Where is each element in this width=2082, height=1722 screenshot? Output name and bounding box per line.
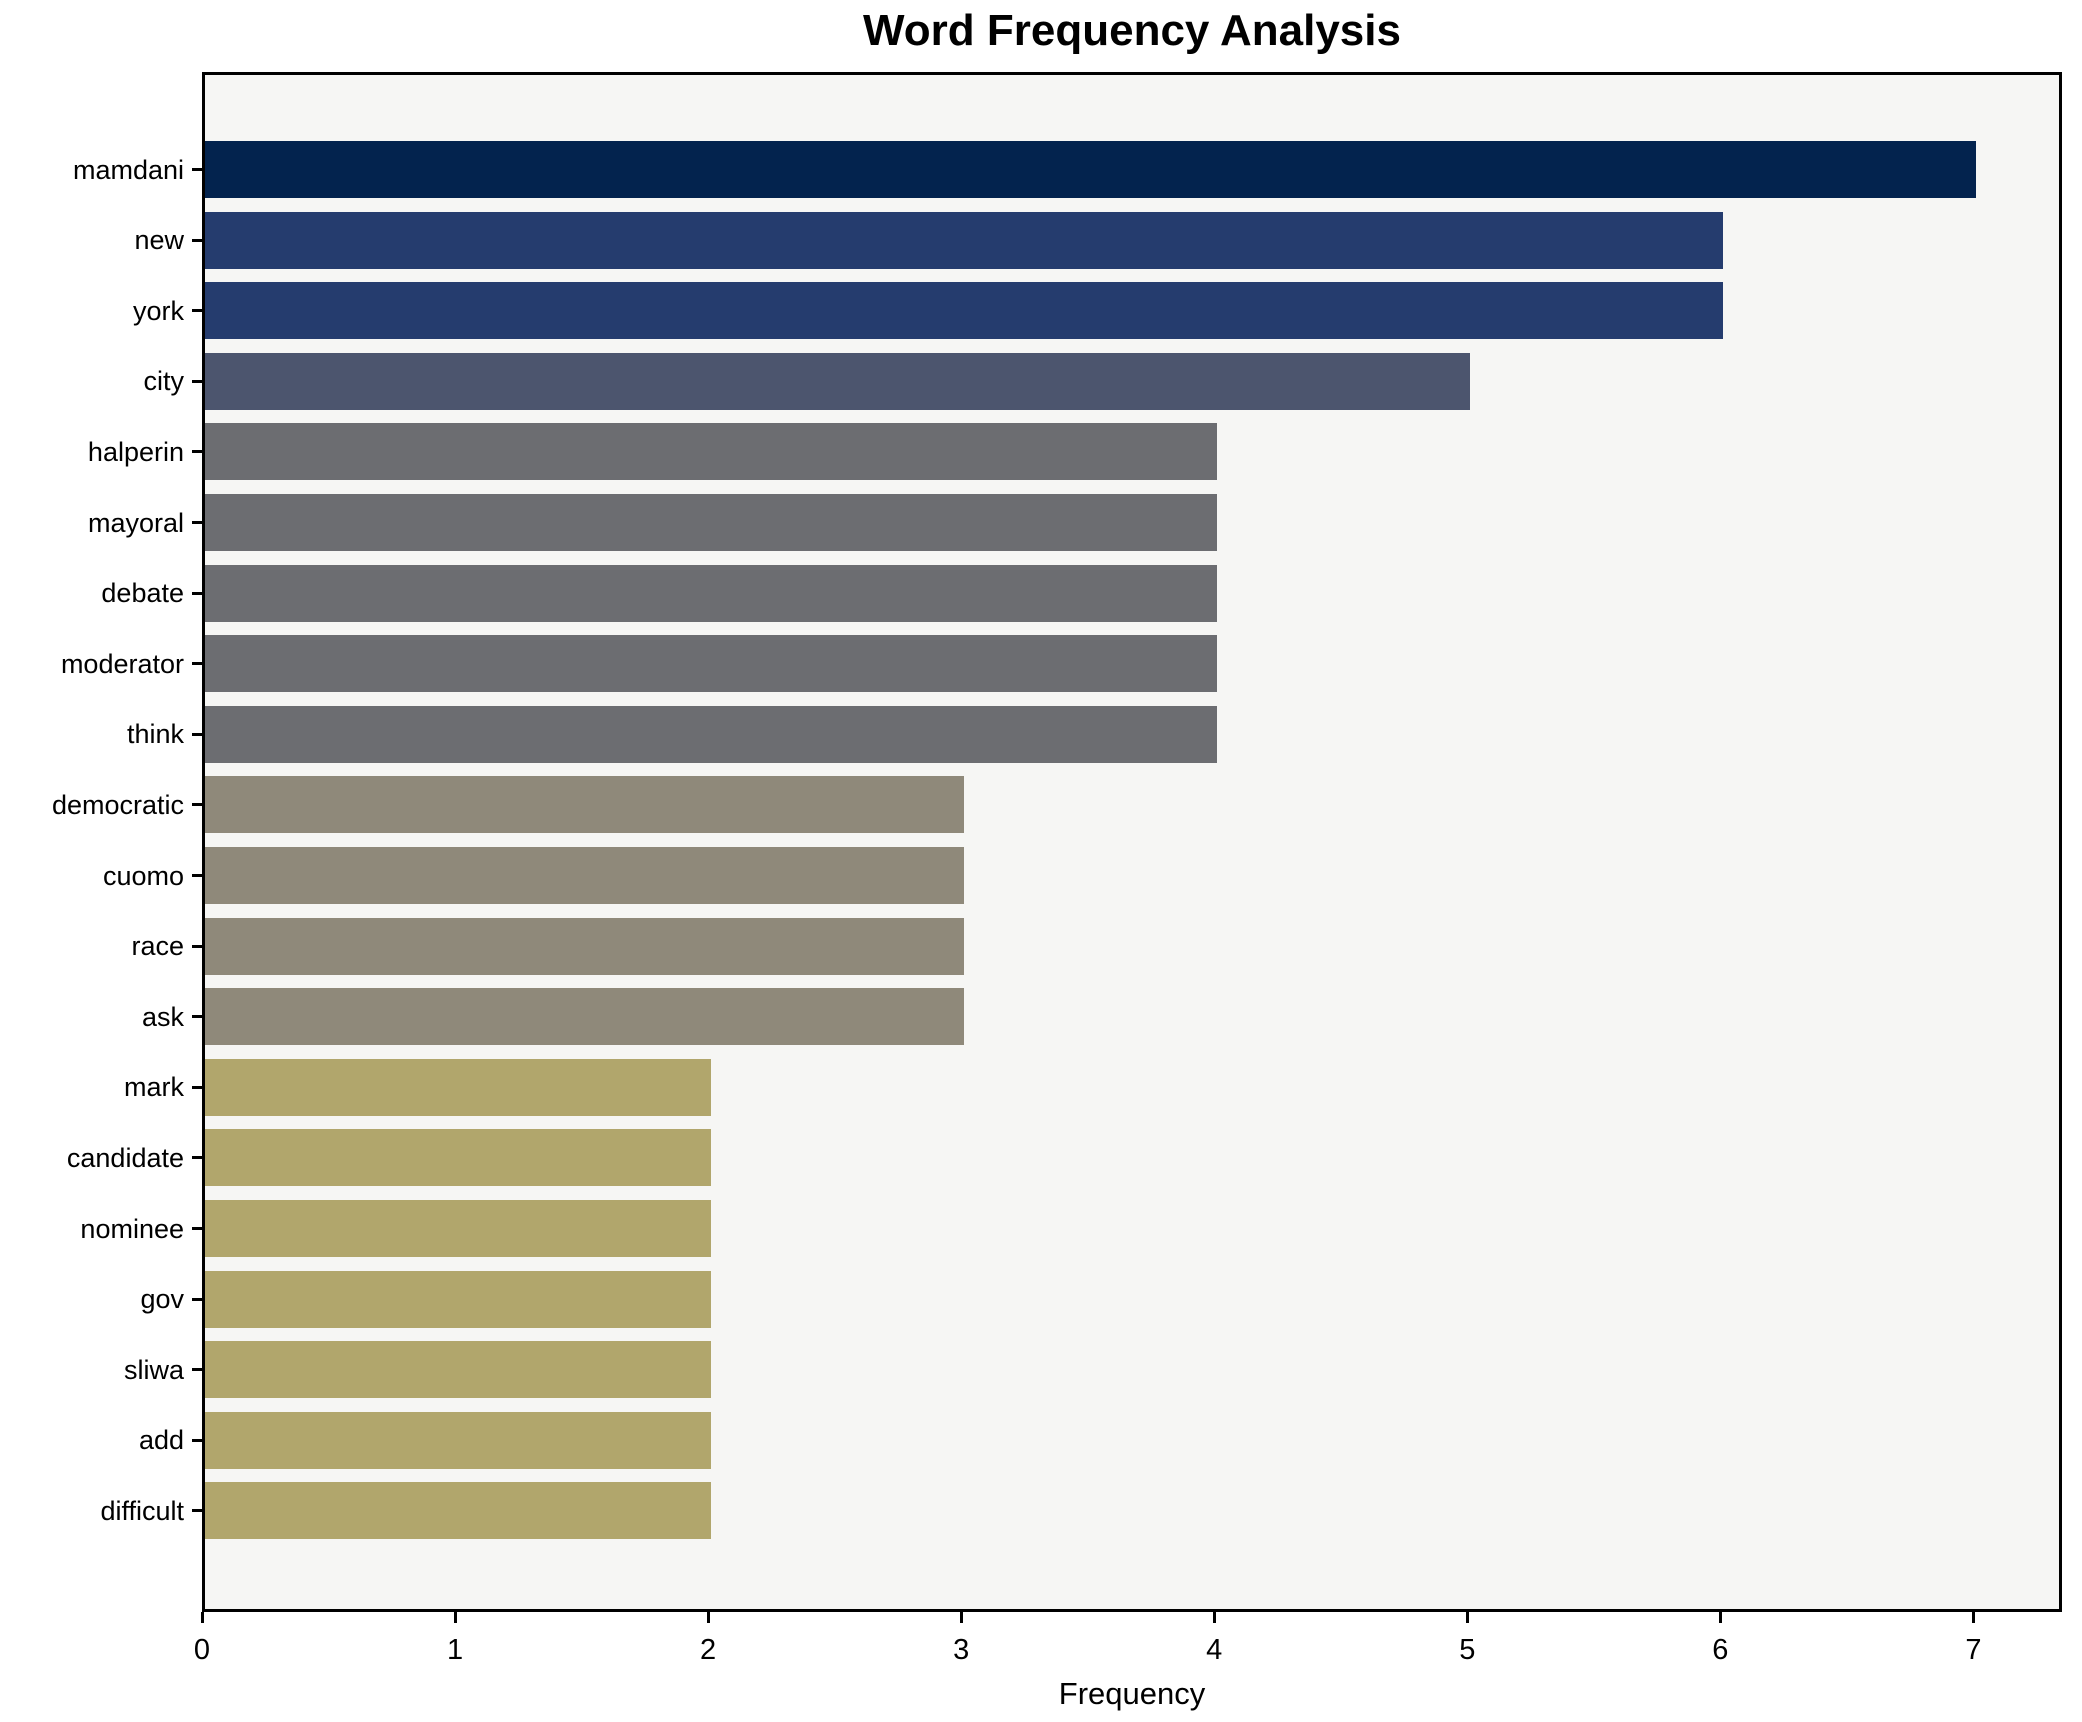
x-tick-label: 5	[1459, 1634, 1476, 1666]
x-tick-label: 1	[446, 1634, 464, 1666]
y-tick-label: cuomo	[102, 860, 184, 891]
y-tick-mark	[192, 1297, 202, 1301]
y-tick-mark	[192, 1156, 202, 1160]
x-tick-mark	[959, 1612, 963, 1623]
y-tick-label: democratic	[51, 789, 184, 820]
bar-nominee	[205, 1200, 712, 1257]
y-tick-mark	[192, 1438, 202, 1442]
y-tick-mark	[192, 309, 202, 313]
y-tick-label: race	[131, 931, 184, 962]
y-tick-mark	[192, 591, 202, 595]
plot-area	[202, 72, 2062, 1612]
bar-debate	[205, 564, 1218, 622]
bar-moderator	[205, 635, 1218, 693]
x-tick-mark	[1718, 1612, 1722, 1623]
y-tick-label: ask	[141, 1001, 184, 1032]
bar-new	[205, 211, 1724, 269]
bar-gov	[205, 1270, 712, 1328]
x-tick-mark	[1212, 1612, 1216, 1623]
x-tick-label: 4	[1206, 1634, 1223, 1666]
x-tick-mark	[1465, 1612, 1469, 1623]
bar-mark	[205, 1058, 712, 1116]
y-tick-label: city	[143, 366, 185, 397]
y-tick-mark	[192, 944, 202, 948]
bar-mayoral	[205, 494, 1218, 551]
y-tick-label: mamdani	[72, 154, 184, 185]
bar-difficult	[205, 1482, 712, 1540]
y-tick-mark	[192, 803, 202, 807]
x-tick-label: 3	[953, 1634, 970, 1666]
y-tick-label: candidate	[66, 1142, 184, 1173]
y-tick-mark	[192, 521, 202, 524]
y-tick-label: difficult	[100, 1495, 184, 1526]
bar-democratic	[205, 776, 965, 834]
y-tick-label: debate	[101, 578, 184, 609]
x-tick-mark	[200, 1612, 204, 1623]
y-tick-mark	[192, 662, 202, 666]
y-tick-mark	[192, 238, 202, 242]
bar-candidate	[205, 1129, 712, 1187]
x-tick-label: 7	[1965, 1634, 1982, 1666]
bar-mamdani	[205, 141, 1977, 198]
x-tick-mark	[453, 1612, 457, 1623]
bar-city	[205, 352, 1471, 410]
y-tick-label: new	[134, 225, 184, 256]
x-tick-label: 6	[1712, 1634, 1729, 1666]
x-tick-mark	[1971, 1612, 1975, 1623]
y-tick-label: halperin	[87, 436, 184, 467]
y-tick-mark	[192, 1368, 202, 1372]
bar-york	[205, 282, 1724, 340]
x-axis-label: Frequency	[1058, 1676, 1206, 1711]
y-tick-label: mayoral	[87, 507, 184, 538]
bar-think	[205, 705, 1218, 763]
bar-sliwa	[205, 1341, 712, 1399]
x-tick-label: 2	[700, 1634, 717, 1666]
y-tick-label: york	[132, 295, 184, 326]
y-tick-mark	[192, 732, 202, 736]
y-tick-label: moderator	[60, 648, 184, 679]
y-tick-label: think	[126, 719, 184, 750]
y-tick-mark	[192, 379, 202, 383]
y-tick-label: mark	[124, 1072, 184, 1103]
y-tick-label: add	[138, 1425, 184, 1456]
bar-cuomo	[205, 847, 965, 904]
x-tick-mark	[706, 1612, 710, 1623]
y-tick-label: gov	[140, 1284, 184, 1315]
y-tick-mark	[192, 1085, 202, 1089]
x-tick-label: 0	[193, 1634, 211, 1666]
bar-race	[205, 917, 965, 975]
bar-ask	[205, 988, 965, 1046]
y-tick-mark	[192, 1227, 202, 1230]
y-tick-mark	[192, 874, 202, 877]
y-tick-mark	[192, 450, 202, 454]
bar-add	[205, 1411, 712, 1469]
y-tick-mark	[192, 168, 202, 171]
y-tick-label: nominee	[80, 1213, 184, 1244]
y-tick-label: sliwa	[123, 1354, 184, 1385]
bar-halperin	[205, 423, 1218, 481]
y-tick-mark	[192, 1015, 202, 1019]
chart-title: Word Frequency Analysis	[863, 6, 1401, 55]
y-tick-mark	[192, 1509, 202, 1513]
